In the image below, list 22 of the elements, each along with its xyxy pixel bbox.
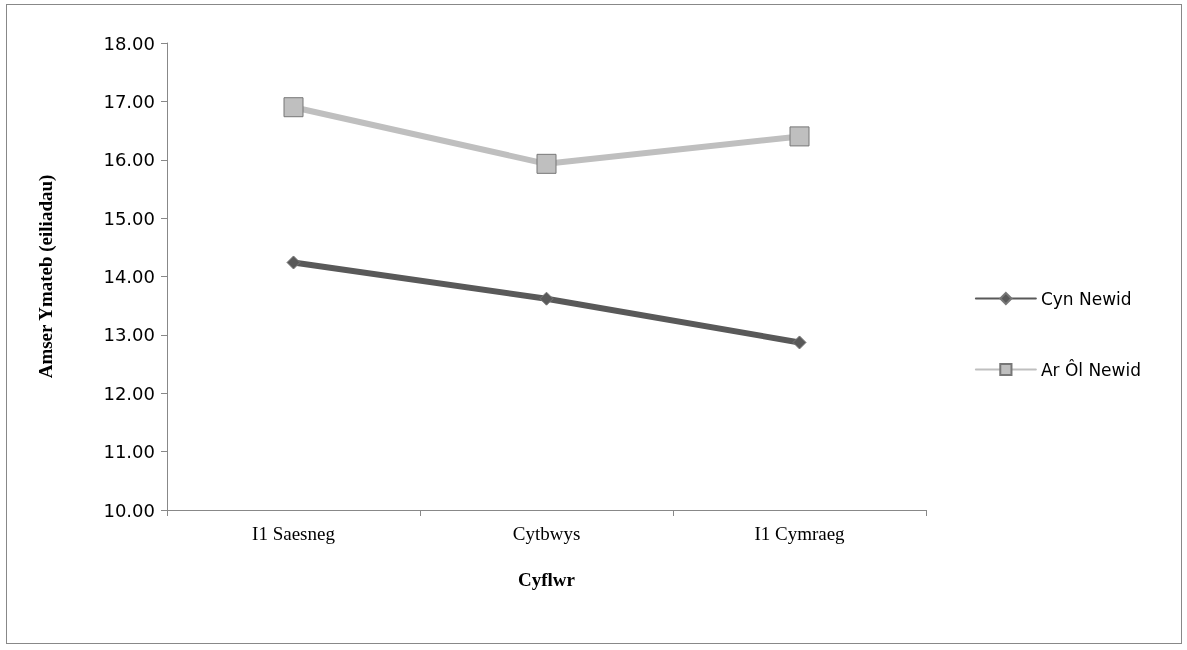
y-tick-label: 12.00 xyxy=(103,382,155,404)
y-tick-label: 16.00 xyxy=(103,149,155,171)
legend-label: Ar Ôl Newid xyxy=(1040,358,1141,380)
y-tick-label: 17.00 xyxy=(103,90,155,112)
legend-label: Cyn Newid xyxy=(1040,288,1132,309)
point xyxy=(283,97,304,118)
point xyxy=(789,126,810,147)
x-tick-label: I1 Saesneg xyxy=(252,523,336,544)
x-tick-label: Cytbwys xyxy=(512,523,581,544)
point xyxy=(539,291,554,306)
y-tick-label: 14.00 xyxy=(103,266,155,287)
y-axis-title: Amser Ymateb (eiliadau) xyxy=(35,174,57,379)
y-tick-label: 13.00 xyxy=(103,324,155,346)
y-tick-label: 18.00 xyxy=(103,32,155,54)
y-tick-label: 11.00 xyxy=(103,441,155,463)
point xyxy=(792,335,807,350)
y-tick-label: 15.00 xyxy=(103,207,155,229)
y-tick-label: 10.00 xyxy=(103,499,155,521)
point xyxy=(536,153,557,174)
x-axis-title: Cyflwr xyxy=(518,569,576,590)
x-tick-label: I1 Cymraeg xyxy=(754,523,846,544)
point xyxy=(286,255,301,270)
